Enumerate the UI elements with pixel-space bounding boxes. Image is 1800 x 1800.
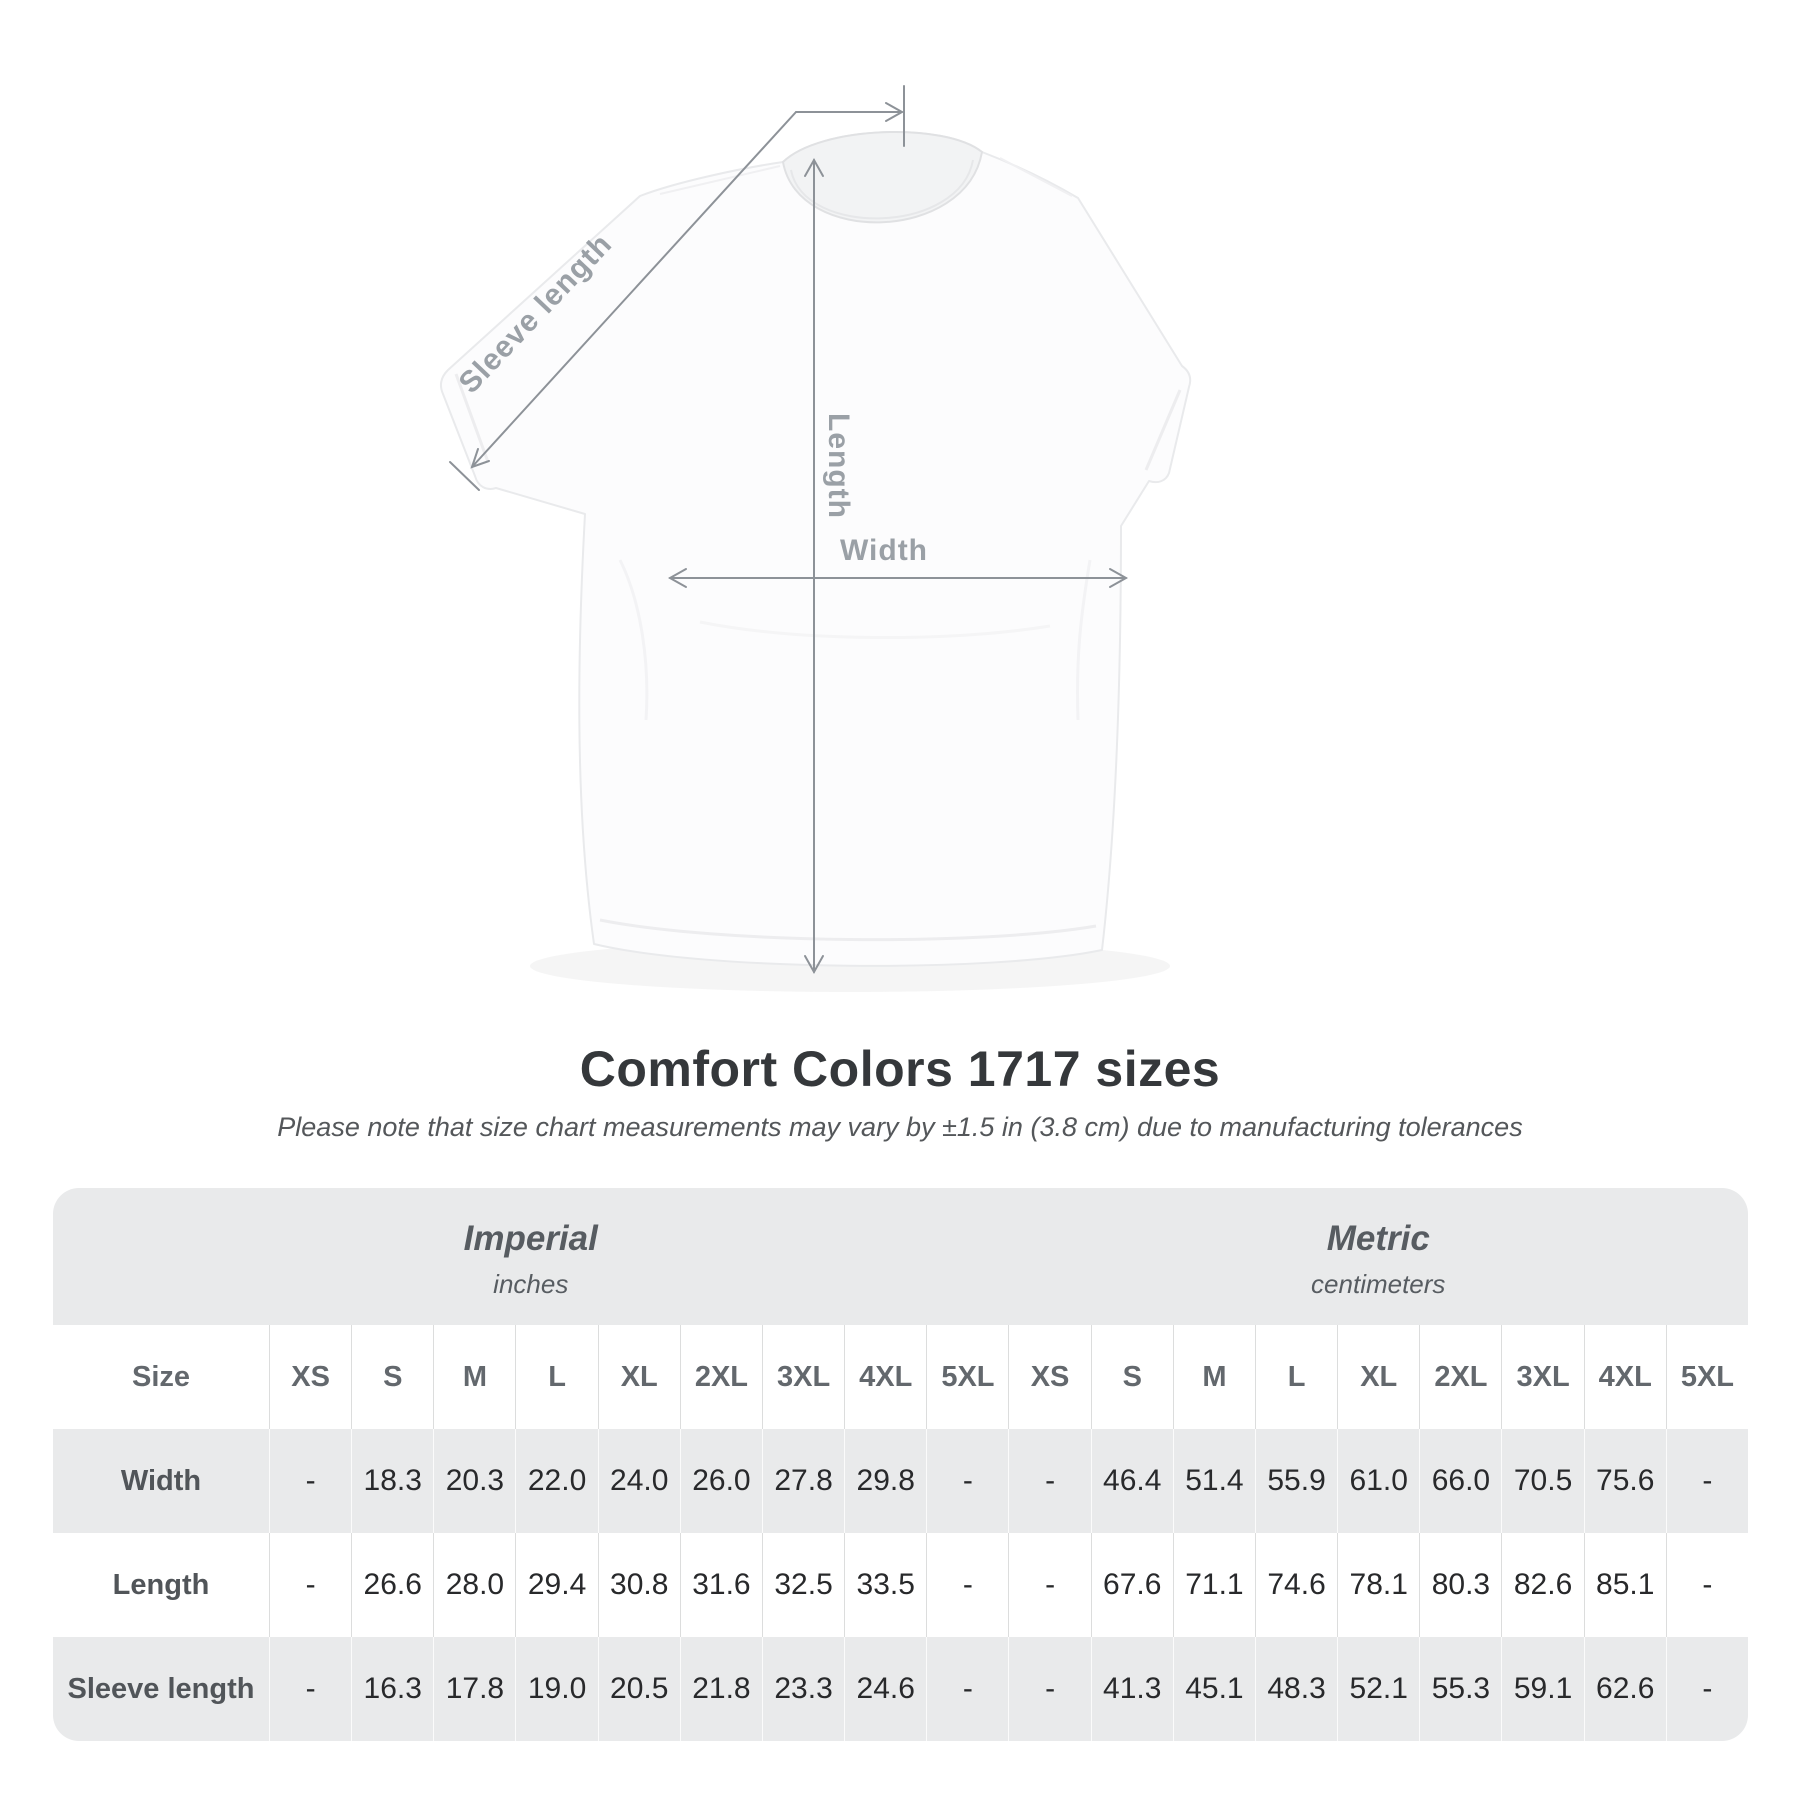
- table-cell: -: [269, 1533, 352, 1637]
- table-cell: -: [269, 1429, 351, 1533]
- table-cell: 46.4: [1090, 1429, 1173, 1533]
- row-label: Length: [53, 1533, 269, 1637]
- table-cell: -: [1008, 1429, 1090, 1533]
- table-cell: 17.8: [433, 1637, 515, 1741]
- column-header: M: [433, 1325, 516, 1429]
- table-cell: 26.6: [351, 1533, 434, 1637]
- table-cell: 59.1: [1501, 1637, 1583, 1741]
- table-cell: 71.1: [1172, 1533, 1255, 1637]
- table-cell: 29.4: [515, 1533, 598, 1637]
- sleeve-length-arrow: [449, 85, 905, 491]
- tolerance-note: Please note that size chart measurements…: [277, 1112, 1523, 1142]
- table-cell: 20.3: [433, 1429, 515, 1533]
- table-cell: 22.0: [515, 1429, 597, 1533]
- table-cell: 74.6: [1254, 1533, 1338, 1637]
- table-cell: 55.3: [1419, 1637, 1501, 1741]
- table-cell: 85.1: [1583, 1533, 1666, 1637]
- table-cell: 66.0: [1419, 1429, 1501, 1533]
- table-cell: 24.0: [597, 1429, 680, 1533]
- column-header: L: [515, 1325, 598, 1429]
- table-cell: 33.5: [844, 1533, 927, 1637]
- table-cell: 30.8: [597, 1533, 680, 1637]
- table-cell: 19.0: [515, 1637, 597, 1741]
- unit-group-metric-unit: centimeters: [1311, 1269, 1446, 1299]
- table-cell: 41.3: [1090, 1637, 1173, 1741]
- column-header: 4XL: [844, 1325, 927, 1429]
- table-cell: 24.6: [844, 1637, 926, 1741]
- column-header-size: Size: [53, 1325, 269, 1429]
- width-label: Width: [839, 534, 929, 567]
- unit-group-imperial-unit: inches: [493, 1269, 569, 1299]
- length-label: Length: [822, 413, 855, 519]
- table-cell: -: [926, 1533, 1009, 1637]
- table-cell: 55.9: [1254, 1429, 1337, 1533]
- tshirt-diagram-svg: [439, 85, 1192, 975]
- table-cell: 75.6: [1583, 1429, 1666, 1533]
- column-header: XS: [1008, 1325, 1091, 1429]
- column-header: XL: [1337, 1325, 1420, 1429]
- length-arrow: [804, 157, 824, 975]
- column-header: XL: [597, 1325, 680, 1429]
- table-cell: -: [926, 1637, 1008, 1741]
- table-cell: 31.6: [679, 1533, 762, 1637]
- width-arrow: [667, 568, 1129, 588]
- table-cell: 48.3: [1254, 1637, 1337, 1741]
- column-header: 5XL: [926, 1325, 1009, 1429]
- table-cell: 78.1: [1337, 1533, 1420, 1637]
- table-cell: 80.3: [1419, 1533, 1502, 1637]
- table-cell: 18.3: [351, 1429, 433, 1533]
- dimension-arrows: [449, 85, 1129, 975]
- unit-group-imperial: Imperial inches: [53, 1188, 1009, 1325]
- table-cell: 70.5: [1501, 1429, 1583, 1533]
- table-cell: -: [1008, 1637, 1090, 1741]
- unit-group-metric-name: Metric: [1326, 1219, 1430, 1258]
- unit-group-metric: Metric centimeters: [1009, 1188, 1749, 1325]
- collar: [781, 131, 984, 224]
- unit-group-imperial-name: Imperial: [463, 1219, 598, 1258]
- table-cell: 20.5: [597, 1637, 680, 1741]
- column-header: 5XL: [1665, 1325, 1748, 1429]
- table-cell: -: [269, 1637, 351, 1741]
- column-header: 3XL: [1501, 1325, 1584, 1429]
- column-header: L: [1254, 1325, 1338, 1429]
- size-chart-card: Imperial inches Metric centimeters Size X…: [53, 1188, 1748, 1741]
- column-header: S: [1090, 1325, 1173, 1429]
- column-header: 4XL: [1583, 1325, 1666, 1429]
- page-title: Comfort Colors 1717 sizes: [579, 1041, 1221, 1097]
- table-cell: 29.8: [844, 1429, 926, 1533]
- table-cell: -: [926, 1429, 1008, 1533]
- table-cell: 45.1: [1172, 1637, 1255, 1741]
- size-grid: Size XS S M L XL 2XL 3XL 4XL 5XL XS S M L XL 2XL 3XL 4XL 5…: [53, 1325, 1748, 1741]
- column-header: M: [1172, 1325, 1255, 1429]
- table-cell: 28.0: [433, 1533, 516, 1637]
- table-cell: 23.3: [761, 1637, 844, 1741]
- table-cell: -: [1665, 1533, 1748, 1637]
- row-label: Sleeve length: [67, 1672, 255, 1705]
- table-cell: 27.8: [761, 1429, 844, 1533]
- unit-header-row: Imperial inches Metric centimeters: [53, 1188, 1748, 1325]
- table-cell: 61.0: [1337, 1429, 1419, 1533]
- column-header: XS: [269, 1325, 352, 1429]
- table-cell: 16.3: [351, 1637, 433, 1741]
- column-header: 3XL: [761, 1325, 845, 1429]
- column-header: 2XL: [1419, 1325, 1502, 1429]
- column-header: S: [351, 1325, 434, 1429]
- table-cell: -: [1008, 1533, 1091, 1637]
- table-cell: -: [1665, 1429, 1748, 1533]
- table-cell: 32.5: [761, 1533, 845, 1637]
- table-cell: 21.8: [679, 1637, 762, 1741]
- row-label: Width: [120, 1464, 202, 1497]
- table-cell: 51.4: [1172, 1429, 1255, 1533]
- table-cell: 62.6: [1583, 1637, 1666, 1741]
- table-cell: 82.6: [1501, 1533, 1584, 1637]
- table-cell: -: [1665, 1637, 1748, 1741]
- tshirt-diagram: Sleeve length Length Width: [439, 85, 1192, 975]
- tshirt-image: [439, 131, 1192, 967]
- table-cell: 52.1: [1337, 1637, 1419, 1741]
- column-header: 2XL: [679, 1325, 762, 1429]
- table-cell: 67.6: [1090, 1533, 1173, 1637]
- table-cell: 26.0: [679, 1429, 762, 1533]
